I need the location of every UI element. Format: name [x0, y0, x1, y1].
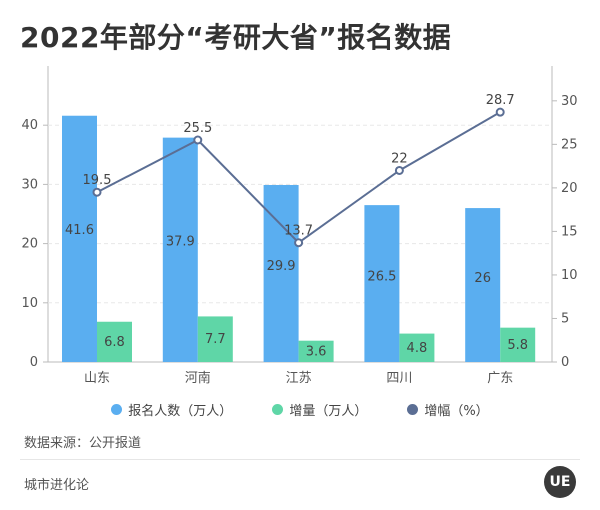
data-label-increase: 7.7 — [205, 332, 226, 347]
y-tick-label-right: 25 — [561, 137, 578, 152]
x-tick-label: 江苏 — [286, 370, 312, 386]
point-growth — [193, 135, 203, 145]
legend-item-growth[interactable]: 增幅（%） — [407, 400, 489, 419]
bar-applicants — [364, 205, 400, 362]
y-tick-label-left: 10 — [21, 296, 38, 311]
data-label-applicants: 41.6 — [65, 223, 94, 238]
data-label-applicants: 29.9 — [267, 259, 296, 274]
data-label-applicants: 37.9 — [166, 234, 195, 249]
x-tick-label: 四川 — [386, 371, 412, 386]
legend-label-increase: 增量（万人） — [289, 404, 368, 419]
data-label-growth: 25.5 — [183, 121, 212, 136]
legend-label-growth: 增幅（%） — [424, 404, 489, 419]
bar-increase — [298, 340, 334, 362]
data-label-increase: 6.8 — [104, 335, 125, 350]
bar-applicants — [263, 184, 299, 362]
bar-increase — [197, 316, 233, 362]
y-tick-label-right: 30 — [561, 94, 578, 109]
data-label-applicants: 26.5 — [367, 269, 396, 284]
brand-logo: UE — [544, 466, 576, 498]
bar-increase — [500, 327, 536, 362]
y-tick-label-left: 0 — [30, 355, 38, 370]
data-source: 数据来源：公开报道 — [24, 436, 142, 451]
chart-title: 2022年部分“考研大省”报名数据 — [20, 21, 452, 54]
bar-applicants — [162, 137, 198, 362]
legend-swatch-increase — [272, 404, 284, 415]
data-label-growth: 19.5 — [83, 173, 112, 188]
brand-name: 城市进化论 — [24, 478, 90, 493]
legend-item-increase[interactable]: 增量（万人） — [272, 400, 367, 419]
data-label-increase: 3.6 — [306, 344, 327, 359]
point-growth — [495, 107, 505, 117]
data-label-growth: 28.7 — [486, 93, 515, 108]
y-tick-label-left: 30 — [21, 177, 38, 192]
y-tick-label-right: 15 — [561, 224, 578, 239]
legend-swatch-applicants — [111, 404, 123, 415]
footer-divider — [20, 459, 580, 460]
y-tick-label-left: 20 — [21, 237, 38, 252]
y-tick-label-left: 40 — [21, 118, 38, 133]
x-tick-label: 山东 — [84, 371, 110, 386]
y-tick-label-right: 5 — [561, 311, 569, 326]
bar-applicants — [465, 208, 501, 362]
bar-increase — [97, 321, 132, 362]
legend-swatch-growth — [407, 404, 419, 415]
data-label-increase: 5.8 — [507, 338, 528, 353]
x-tick-label: 广东 — [487, 371, 513, 386]
point-growth — [394, 165, 404, 175]
legend: 报名人数（万人） 增量（万人） 增幅（%） — [0, 400, 600, 419]
data-label-growth: 22 — [391, 151, 408, 166]
bar-increase — [399, 333, 435, 362]
y-tick-label-right: 10 — [561, 268, 578, 283]
point-growth — [294, 238, 304, 248]
x-tick-label: 河南 — [185, 370, 211, 386]
legend-label-applicants: 报名人数（万人） — [128, 404, 233, 419]
y-tick-label-right: 0 — [561, 355, 569, 370]
data-label-applicants: 26 — [474, 271, 491, 286]
legend-item-applicants[interactable]: 报名人数（万人） — [111, 400, 232, 419]
data-label-increase: 4.8 — [407, 341, 428, 356]
data-label-growth: 13.7 — [284, 224, 313, 239]
point-growth — [92, 187, 102, 197]
bar-applicants — [62, 115, 97, 362]
chart-canvas: 0 10 20 30 40 0 5 10 15 20 25 30 41.6 6.8 山东 37.9 7.7 河南 2… — [21, 66, 578, 386]
y-tick-label-right: 20 — [561, 181, 578, 196]
